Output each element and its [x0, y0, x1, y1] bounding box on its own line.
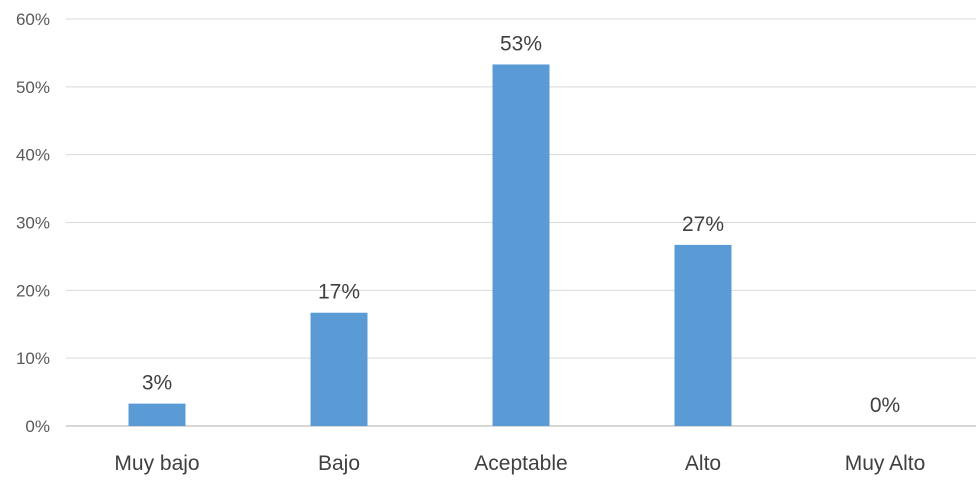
category-label: Aceptable: [474, 452, 567, 475]
y-tick-label: 60%: [16, 10, 50, 29]
bar: [310, 312, 368, 426]
data-label: 27%: [682, 213, 724, 236]
bar: [674, 244, 732, 426]
y-tick-label: 20%: [16, 281, 50, 300]
y-tick-label: 30%: [16, 214, 50, 233]
y-axis-tick-labels: 0% 10% 20% 30% 40% 50% 60%: [16, 10, 50, 436]
category-label: Alto: [685, 452, 721, 475]
data-labels: 3% 17% 53% 27% 0%: [142, 32, 900, 417]
y-tick-label: 0%: [25, 417, 50, 436]
data-label: 17%: [318, 281, 360, 304]
y-tick-label: 50%: [16, 78, 50, 97]
bars: [128, 64, 732, 426]
category-label: Muy Alto: [845, 452, 926, 475]
y-tick-label: 10%: [16, 349, 50, 368]
category-label: Muy bajo: [114, 452, 199, 475]
x-axis-category-labels: Muy bajo Bajo Aceptable Alto Muy Alto: [114, 452, 925, 475]
data-label: 3%: [142, 372, 172, 395]
category-label: Bajo: [318, 452, 360, 475]
y-tick-label: 40%: [16, 146, 50, 165]
bar: [128, 403, 186, 426]
data-label: 53%: [500, 32, 542, 55]
bar: [492, 64, 550, 426]
data-label: 0%: [870, 394, 900, 417]
